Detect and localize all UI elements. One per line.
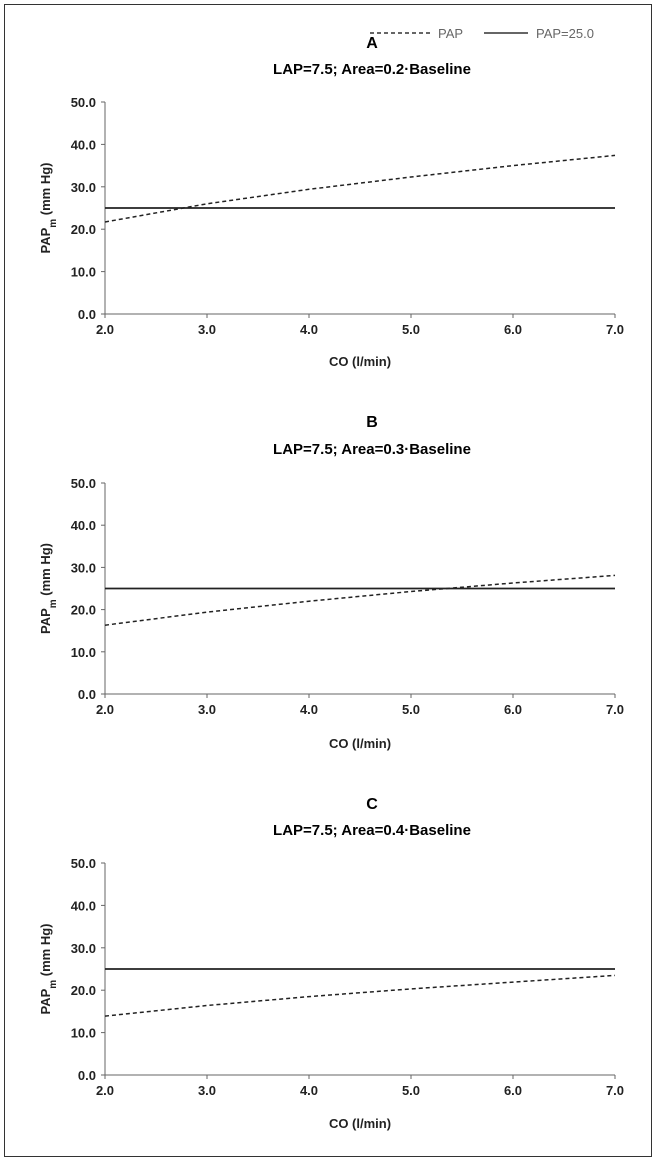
chart-panel-a: A LAP=7.5; Area=0.2·Baseline 0.0 10.0 20.0 30… [38, 35, 624, 369]
y-axis-label-main: PAP [38, 988, 53, 1014]
chart-panel-c: C LAP=7.5; Area=0.4·Baseline 0.0 10.0 20.0 30… [38, 796, 624, 1131]
y-axis-label: PAPm (mm Hg) [38, 923, 59, 1014]
y-tick-label: 0.0 [78, 687, 96, 702]
panel-letter: A [366, 35, 378, 52]
legend-label-pap25: PAP=25.0 [536, 26, 594, 41]
y-axis-label: PAPm (mm Hg) [38, 162, 59, 253]
x-tick-label: 6.0 [504, 702, 522, 717]
y-tick-label: 20.0 [71, 983, 96, 998]
y-tick-label: 10.0 [71, 265, 96, 280]
x-tick-label: 7.0 [606, 1083, 624, 1098]
y-axis-label: PAPm (mm Hg) [38, 543, 59, 634]
y-tick-label: 20.0 [71, 603, 96, 618]
legend: PAP PAP=25.0 [370, 26, 594, 41]
x-tick-label: 7.0 [606, 702, 624, 717]
y-axis-label-unit: (mm Hg) [38, 162, 53, 218]
y-tick-label: 20.0 [71, 222, 96, 237]
y-tick-label: 10.0 [71, 645, 96, 660]
y-axis-label-subscript: m [48, 980, 59, 989]
x-tick-label: 3.0 [198, 702, 216, 717]
y-tick-label: 40.0 [71, 898, 96, 913]
panel-title: LAP=7.5; Area=0.2·Baseline [273, 61, 471, 78]
x-tick-label: 6.0 [504, 1083, 522, 1098]
y-axis-label-unit: (mm Hg) [38, 543, 53, 599]
y-axis-label-subscript: m [48, 219, 59, 228]
x-tick-label: 4.0 [300, 1083, 318, 1098]
y-tick-label: 30.0 [71, 941, 96, 956]
x-tick-label: 2.0 [96, 322, 114, 337]
series-line-pap [104, 974, 616, 1017]
series-line-pap [104, 154, 616, 223]
panel-letter: B [366, 414, 378, 431]
panel-title: LAP=7.5; Area=0.3·Baseline [273, 441, 471, 458]
panel-letter: C [366, 796, 378, 813]
y-tick-label: 50.0 [71, 856, 96, 871]
y-axis-label-unit: (mm Hg) [38, 923, 53, 979]
x-tick-label: 3.0 [198, 322, 216, 337]
x-tick-label: 5.0 [402, 1083, 420, 1098]
x-axis-label: CO (l/min) [329, 1116, 391, 1131]
y-axis-label-main: PAP [38, 227, 53, 253]
x-tick-label: 4.0 [300, 322, 318, 337]
y-tick-label: 40.0 [71, 137, 96, 152]
x-axis-label: CO (l/min) [329, 354, 391, 369]
chart-panels: A LAP=7.5; Area=0.2·Baseline 0.0 10.0 20.0 30… [38, 35, 624, 1131]
x-tick-label: 6.0 [504, 322, 522, 337]
y-tick-label: 30.0 [71, 180, 96, 195]
x-tick-label: 3.0 [198, 1083, 216, 1098]
y-axis-label-subscript: m [48, 599, 59, 608]
x-tick-label: 2.0 [96, 702, 114, 717]
y-axis-label-main: PAP [38, 608, 53, 634]
x-axis-label: CO (l/min) [329, 736, 391, 751]
x-tick-label: 5.0 [402, 322, 420, 337]
y-tick-label: 0.0 [78, 307, 96, 322]
x-tick-label: 5.0 [402, 702, 420, 717]
y-tick-label: 0.0 [78, 1068, 96, 1083]
y-tick-label: 50.0 [71, 95, 96, 110]
legend-label-pap: PAP [438, 26, 463, 41]
figure-frame [4, 4, 652, 1157]
y-tick-label: 40.0 [71, 518, 96, 533]
x-tick-label: 2.0 [96, 1083, 114, 1098]
chart-panel-b: B LAP=7.5; Area=0.3·Baseline 0.0 10.0 20.0 30… [38, 414, 624, 751]
y-tick-label: 10.0 [71, 1026, 96, 1041]
y-tick-label: 30.0 [71, 560, 96, 575]
series-line-pap [104, 574, 616, 626]
x-tick-label: 7.0 [606, 322, 624, 337]
x-tick-label: 4.0 [300, 702, 318, 717]
panel-title: LAP=7.5; Area=0.4·Baseline [273, 822, 471, 839]
y-tick-label: 50.0 [71, 476, 96, 491]
